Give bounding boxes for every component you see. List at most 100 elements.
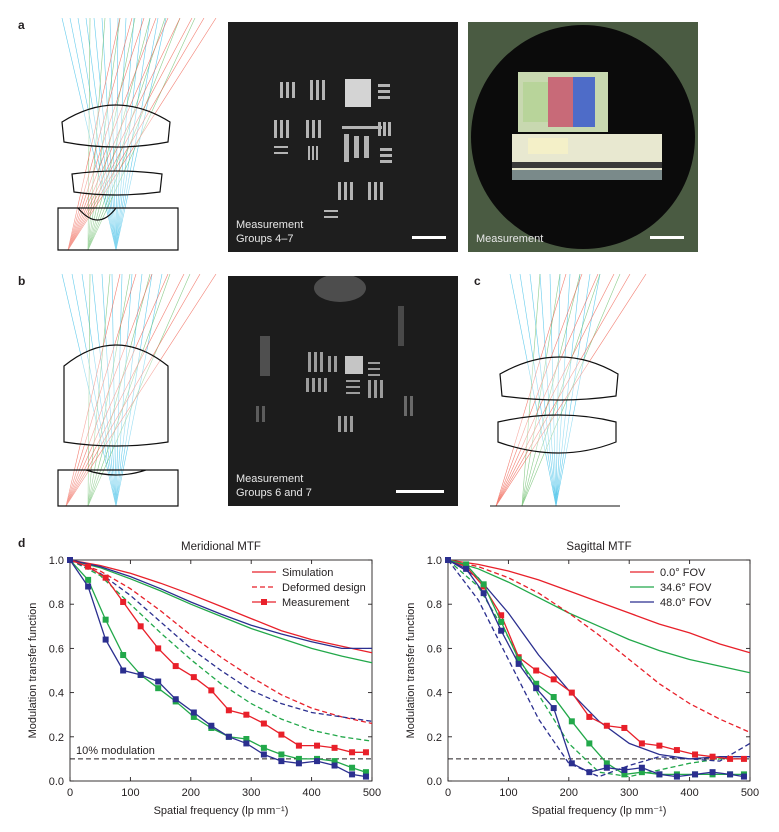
meridional-point-blue <box>349 771 356 778</box>
sagittal-point-blue <box>568 760 575 767</box>
meridional-xlabel: Spatial frequency (lp mm⁻¹) <box>154 805 289 817</box>
meridional-ytick-label: 0.0 <box>49 776 64 788</box>
meridional-series-blue-solid <box>69 559 372 650</box>
sagittal-point-blue <box>603 764 610 771</box>
meridional-point-blue <box>155 678 162 685</box>
sagittal-point-blue <box>692 771 699 778</box>
sagittal-xtick-label: 100 <box>499 787 517 799</box>
sagittal-point-green <box>463 561 470 568</box>
meridional-xtick-label: 0 <box>67 787 73 799</box>
meridional-point-red <box>331 744 338 751</box>
sagittal-point-green <box>603 760 610 767</box>
meridional-point-blue <box>225 733 232 740</box>
sagittal-point-red <box>603 722 610 729</box>
meridional-axes-frame <box>69 559 373 782</box>
panel-label-d: d <box>18 536 26 550</box>
sagittal-xtick-label: 400 <box>680 787 698 799</box>
meridional-xtick-label: 300 <box>242 787 260 799</box>
caption-measurement-b: Measurement <box>236 473 304 485</box>
meridional-point-red <box>243 711 250 718</box>
meridional-xtick-label: 400 <box>302 787 320 799</box>
meridional-point-blue <box>137 671 144 678</box>
sagittal-point-blue <box>709 769 716 776</box>
meridional-ytick-label: 0.2 <box>49 732 64 744</box>
sagittal-point-green <box>621 771 628 778</box>
sagittal-point-blue <box>638 764 645 771</box>
scale-bar-a-right <box>650 236 684 239</box>
caption-measurement-a-right: Measurement <box>476 233 544 245</box>
lens-b-1 <box>63 344 169 447</box>
chart-title-meridional: Meridional MTF <box>181 541 261 553</box>
rays-green <box>87 18 196 251</box>
meridional-series-red-dashed <box>69 559 373 725</box>
sagittal-legend-label: 0.0° FOV <box>660 567 706 579</box>
sagittal-point-green <box>498 618 505 625</box>
meridional-point-green <box>85 576 92 583</box>
meridional-point-blue <box>362 773 369 780</box>
sagittal-ytick-label: 0.6 <box>427 643 442 655</box>
meridional-point-blue <box>314 758 321 765</box>
meridional-point-red <box>155 645 162 652</box>
sagittal-point-red <box>621 724 628 731</box>
usaf-target-photo-b: Measurement Groups 6 and 7 <box>228 276 458 506</box>
sagittal-point-red <box>673 747 680 754</box>
meridional-ytick-label: 0.8 <box>49 599 64 611</box>
ray-diagram-a <box>57 18 217 251</box>
meridional-legend-marker <box>261 599 267 605</box>
lens-b-2 <box>57 469 179 507</box>
sagittal-series-green-solid <box>447 559 751 674</box>
meridional-point-green <box>278 751 285 758</box>
meridional-series-green-solid <box>69 559 373 664</box>
meridional-point-blue <box>278 758 285 765</box>
lens-1 <box>61 104 171 148</box>
meridional-point-green <box>102 616 109 623</box>
meridional-ytick-label: 0.4 <box>49 688 64 700</box>
meridional-point-red <box>102 574 109 581</box>
meridional-point-red <box>85 563 92 570</box>
meridional-point-red <box>260 720 267 727</box>
meridional-series-green-dashed <box>69 559 373 742</box>
sagittal-point-blue <box>550 705 557 712</box>
meridional-point-red <box>295 742 302 749</box>
sagittal-point-green <box>533 680 540 687</box>
sagittal-point-green <box>515 656 522 663</box>
sagittal-point-red <box>550 676 557 683</box>
meridional-point-red <box>225 707 232 714</box>
sagittal-point-red <box>533 667 540 674</box>
lens-3 <box>57 207 179 251</box>
meridional-point-blue <box>243 740 250 747</box>
meridional-point-green <box>295 755 302 762</box>
usaf-target-photo-a: Measurement Groups 4–7 <box>228 22 458 252</box>
chart-title-sagittal: Sagittal MTF <box>566 541 632 553</box>
sagittal-point-red <box>586 713 593 720</box>
color-measurement-photo: Measurement <box>468 22 698 252</box>
meridional-point-red <box>172 663 179 670</box>
sagittal-ylabel: Modulation transfer function <box>405 603 417 739</box>
meridional-point-blue <box>190 709 197 716</box>
sagittal-legend-label: 34.6° FOV <box>660 582 712 594</box>
sagittal-point-blue <box>740 773 747 780</box>
meridional-point-blue <box>102 636 109 643</box>
sagittal-point-blue <box>498 627 505 634</box>
meridional-point-blue <box>172 696 179 703</box>
sagittal-xlabel: Spatial frequency (lp mm⁻¹) <box>532 805 667 817</box>
meridional-point-red <box>137 623 144 630</box>
sagittal-point-blue <box>533 685 540 692</box>
sagittal-axes-frame <box>447 559 751 782</box>
lens-c-2 <box>497 414 617 454</box>
sagittal-point-blue <box>673 773 680 780</box>
meridional-point-blue <box>295 760 302 767</box>
sagittal-series-red-dashed <box>447 559 751 733</box>
meridional-ytick-label: 1.0 <box>49 555 64 567</box>
panel-label-a: a <box>18 18 25 32</box>
sagittal-point-blue <box>480 590 487 597</box>
meridional-legend-label: Simulation <box>282 567 333 579</box>
rays-blue <box>61 18 167 251</box>
meridional-point-green <box>190 713 197 720</box>
meridional-point-green <box>331 758 338 765</box>
sagittal-ytick-label: 0.2 <box>427 732 442 744</box>
meridional-xtick-label: 500 <box>363 787 381 799</box>
meridional-point-green <box>362 769 369 776</box>
sagittal-xtick-label: 300 <box>620 787 638 799</box>
sagittal-point-blue <box>656 771 663 778</box>
